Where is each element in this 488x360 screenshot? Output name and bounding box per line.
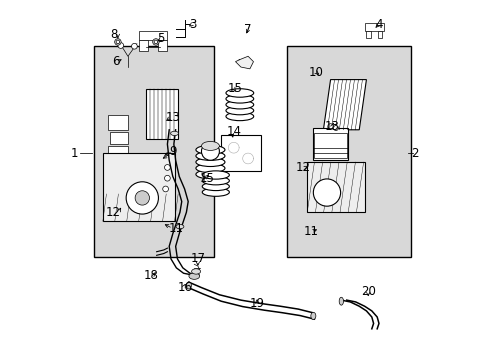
Ellipse shape	[201, 141, 219, 150]
Ellipse shape	[196, 145, 224, 154]
Text: 7: 7	[244, 23, 251, 36]
Bar	[306, 162, 364, 212]
Bar	[145, 89, 178, 139]
Text: 8: 8	[110, 28, 117, 41]
Ellipse shape	[202, 188, 229, 196]
Circle shape	[116, 40, 120, 44]
Text: 19: 19	[249, 297, 264, 310]
Circle shape	[164, 165, 170, 170]
Text: 12: 12	[106, 206, 121, 219]
Ellipse shape	[196, 164, 224, 173]
Text: 20: 20	[360, 285, 375, 298]
Text: 11: 11	[303, 225, 318, 238]
Text: 12: 12	[296, 161, 310, 174]
Circle shape	[118, 42, 123, 48]
Circle shape	[126, 182, 158, 214]
Text: 13: 13	[324, 120, 339, 133]
Text: 4: 4	[374, 18, 382, 31]
Bar	[221, 135, 260, 171]
Ellipse shape	[225, 112, 253, 121]
Text: 15: 15	[227, 82, 243, 95]
Text: 15: 15	[199, 172, 214, 185]
Text: 17: 17	[190, 252, 205, 265]
Ellipse shape	[186, 282, 191, 289]
Bar	[364, 23, 384, 31]
Text: 1: 1	[70, 147, 78, 159]
Circle shape	[333, 126, 338, 131]
Ellipse shape	[225, 100, 253, 109]
Ellipse shape	[176, 225, 183, 229]
Text: 14: 14	[226, 125, 241, 138]
Circle shape	[152, 39, 159, 45]
Ellipse shape	[196, 152, 224, 160]
Bar	[106, 162, 129, 176]
Ellipse shape	[202, 171, 229, 179]
Bar	[366, 31, 370, 39]
Bar	[108, 116, 128, 130]
Circle shape	[115, 39, 121, 45]
Ellipse shape	[170, 131, 178, 135]
Bar	[377, 31, 382, 39]
Text: 3: 3	[188, 18, 196, 31]
Circle shape	[201, 142, 219, 160]
Bar	[158, 40, 167, 51]
Circle shape	[163, 186, 168, 192]
Circle shape	[154, 40, 158, 44]
Circle shape	[135, 191, 149, 205]
Circle shape	[313, 179, 340, 206]
Circle shape	[327, 124, 332, 129]
Bar	[286, 45, 410, 257]
Ellipse shape	[310, 312, 315, 319]
Polygon shape	[323, 80, 366, 130]
Ellipse shape	[225, 89, 253, 97]
Bar	[94, 45, 214, 257]
Ellipse shape	[225, 106, 253, 115]
Bar	[102, 153, 174, 221]
Polygon shape	[235, 56, 253, 69]
Ellipse shape	[188, 273, 199, 279]
Text: 18: 18	[143, 269, 159, 282]
Ellipse shape	[202, 177, 229, 185]
Ellipse shape	[339, 297, 343, 305]
Text: 9: 9	[169, 145, 176, 158]
Text: 10: 10	[308, 66, 323, 79]
Text: 6: 6	[111, 55, 119, 68]
Bar	[108, 146, 128, 160]
Bar	[110, 132, 128, 144]
Text: 5: 5	[157, 32, 164, 45]
Circle shape	[164, 175, 170, 181]
Bar	[314, 134, 346, 158]
Text: 16: 16	[178, 281, 192, 294]
Ellipse shape	[196, 158, 224, 167]
Ellipse shape	[225, 95, 253, 103]
Ellipse shape	[191, 269, 200, 274]
Bar	[139, 40, 147, 51]
Bar	[312, 128, 348, 160]
Text: 13: 13	[165, 111, 180, 124]
Ellipse shape	[196, 170, 224, 179]
Bar	[139, 31, 167, 40]
Text: 11: 11	[168, 222, 183, 235]
Circle shape	[131, 43, 137, 49]
Ellipse shape	[202, 182, 229, 190]
Text: 2: 2	[410, 147, 418, 159]
